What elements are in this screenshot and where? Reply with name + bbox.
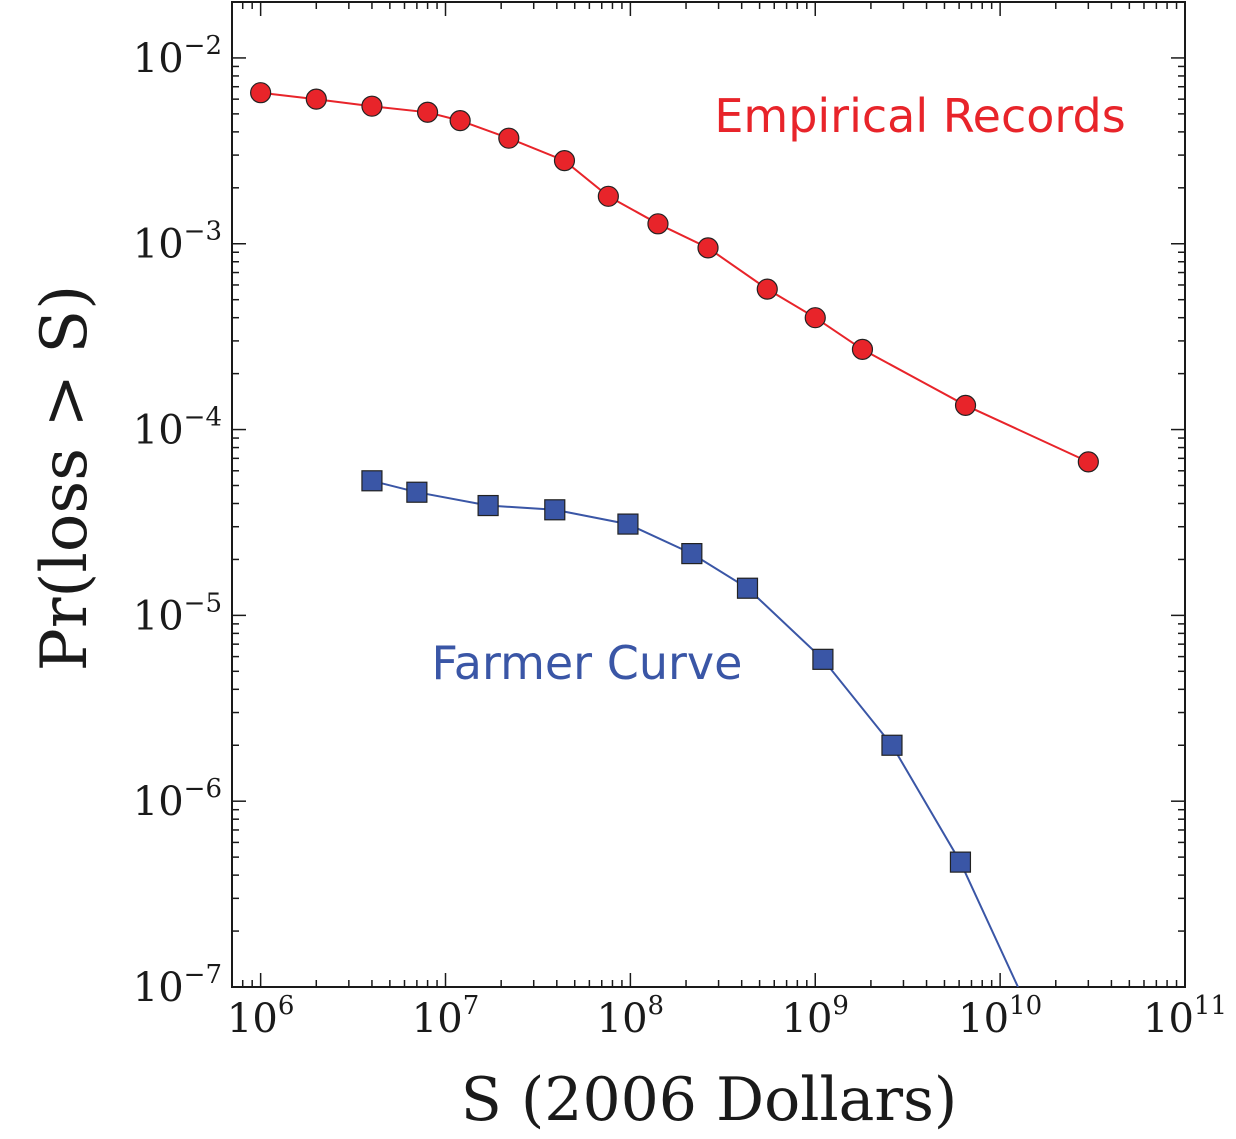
data-point <box>647 213 669 235</box>
data-point <box>361 95 383 117</box>
y-axis-title: Pr(loss > S) <box>28 285 102 671</box>
y-tick-label: 10−4 <box>133 403 222 454</box>
x-tick-label: 108 <box>597 991 664 1042</box>
data-point <box>416 101 439 123</box>
data-point <box>851 338 874 361</box>
data-point <box>361 470 383 492</box>
data-point <box>406 481 428 503</box>
x-axis-title: S (2006 Dollars) <box>461 1065 958 1135</box>
data-point <box>812 648 834 670</box>
x-tick-label: 109 <box>782 991 849 1042</box>
data-point <box>881 734 903 756</box>
series-label-farmer: Farmer Curve <box>432 636 743 690</box>
data-point <box>1077 451 1099 473</box>
data-point <box>553 150 576 172</box>
data-point <box>697 237 719 259</box>
data-point <box>949 851 972 873</box>
data-point <box>736 577 759 599</box>
series-layer <box>250 82 1099 987</box>
data-point <box>617 513 639 535</box>
data-point <box>449 109 471 132</box>
data-point <box>756 278 778 300</box>
x-tick-label: 1011 <box>1143 991 1227 1042</box>
data-point <box>954 394 977 416</box>
data-point <box>681 543 703 565</box>
data-point <box>250 82 272 104</box>
x-tick-label: 106 <box>227 991 294 1042</box>
series-label-empirical: Empirical Records <box>714 89 1125 143</box>
y-tick-label: 10−7 <box>133 960 222 1011</box>
data-point <box>544 499 566 521</box>
data-point <box>305 88 327 110</box>
data-point <box>804 307 826 329</box>
x-tick-label: 107 <box>412 991 479 1042</box>
data-point <box>597 185 619 207</box>
y-tick-label: 10−2 <box>133 31 222 82</box>
x-tick-label: 1010 <box>958 991 1042 1042</box>
y-tick-label: 10−3 <box>133 217 222 268</box>
y-tick-label: 10−6 <box>133 774 222 825</box>
plot-area <box>231 1 1186 988</box>
ticks: 106 107 108 109 1010 1011 10−2 10−3 10−4 10−5 10−6… <box>133 1 1227 1042</box>
data-point <box>477 494 499 517</box>
y-tick-label: 10−5 <box>133 588 222 639</box>
data-point <box>498 127 520 149</box>
